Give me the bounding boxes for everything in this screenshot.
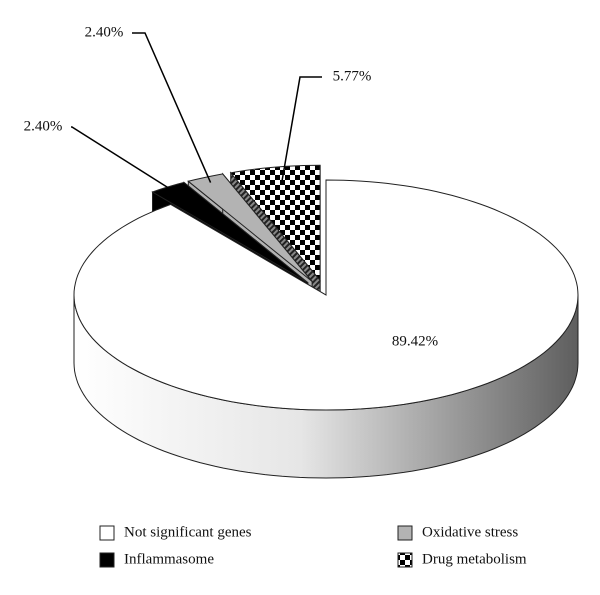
legend-label: Oxidative stress xyxy=(422,524,518,540)
data-label: 2.40% xyxy=(24,118,63,134)
data-label: 89.42% xyxy=(392,333,438,349)
legend-label: Inflammasome xyxy=(124,551,214,567)
legend-swatch xyxy=(99,552,115,568)
legend-label: Drug metabolism xyxy=(422,551,527,567)
leader-line xyxy=(132,32,212,183)
legend-swatch xyxy=(397,525,413,541)
leader-line xyxy=(71,126,180,196)
leader-line xyxy=(280,76,322,185)
slice xyxy=(73,179,579,411)
data-label: 2.40% xyxy=(85,24,124,40)
slice xyxy=(187,173,313,282)
data-label: 5.77% xyxy=(333,68,372,84)
slice xyxy=(229,164,321,282)
legend-swatch xyxy=(99,525,115,541)
legend-swatch xyxy=(397,552,413,568)
legend-label: Not significant genes xyxy=(124,524,252,540)
